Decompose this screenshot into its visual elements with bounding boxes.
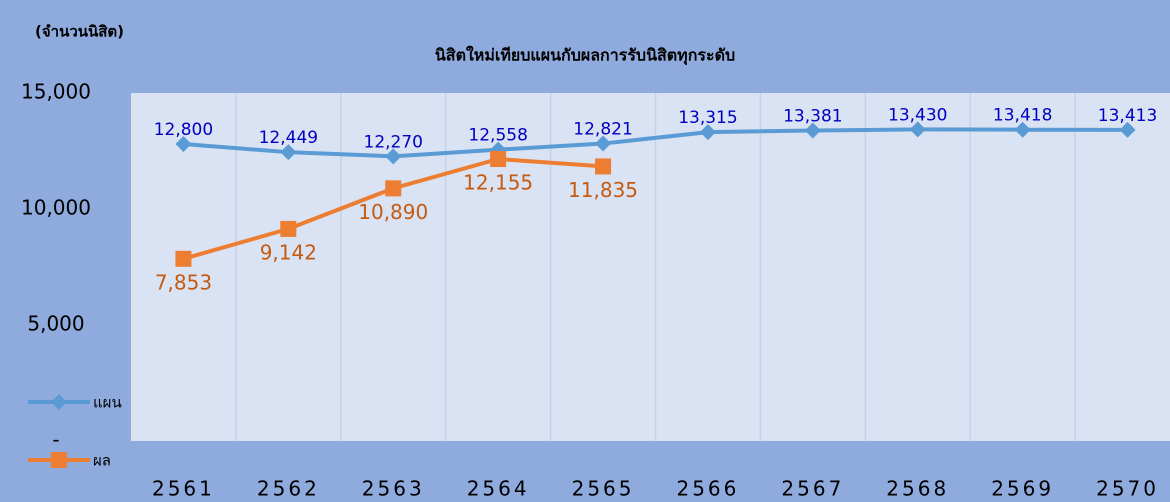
data-label: 7,853: [155, 270, 212, 294]
data-label: 10,890: [358, 200, 428, 224]
x-tick-label: 2568: [886, 477, 949, 501]
marker: [280, 144, 297, 161]
y-tick-label: -: [52, 428, 59, 452]
data-label: 13,413: [1098, 106, 1157, 126]
y-tick-label: 15,000: [21, 80, 91, 104]
data-label: 12,558: [468, 126, 527, 146]
data-label: 13,315: [678, 108, 737, 128]
x-tick-label: 2570: [1096, 477, 1159, 501]
marker: [385, 148, 402, 165]
data-label: 12,155: [463, 171, 533, 195]
data-label: 13,381: [783, 107, 842, 127]
marker: [1014, 121, 1031, 138]
data-label: 12,449: [259, 128, 318, 148]
data-label: 13,430: [888, 105, 947, 125]
x-tick-label: 2569: [991, 477, 1054, 501]
data-label: 13,418: [993, 106, 1052, 126]
marker: [490, 151, 507, 168]
line: [183, 127, 1128, 159]
data-label: 9,142: [260, 240, 317, 264]
x-tick-label: 2562: [257, 477, 320, 501]
data-label: 12,800: [154, 120, 213, 140]
x-tick-label: 2566: [676, 477, 739, 501]
data-label: 12,821: [573, 120, 632, 140]
x-tick-label: 2563: [362, 477, 425, 501]
legend-marker: [51, 394, 67, 410]
y-axis-label: (จำนวนนิสิต): [35, 23, 124, 41]
y-tick-label: 10,000: [21, 196, 91, 220]
x-tick-label: 2564: [467, 477, 530, 501]
marker: [1119, 121, 1136, 138]
x-tick-label: 2561: [152, 477, 215, 501]
marker: [804, 122, 821, 139]
legend-marker: [51, 452, 67, 468]
marker: [595, 158, 612, 175]
chart-title: นิสิตใหม่เทียบแผนกับผลการรับนิสิตทุกระดั…: [435, 46, 735, 66]
data-label: 12,270: [364, 132, 423, 152]
x-tick-label: 2567: [781, 477, 844, 501]
marker: [175, 250, 192, 267]
x-tick-label: 2565: [572, 477, 635, 501]
legend-label: แผน: [93, 394, 122, 412]
data-label: 11,835: [568, 178, 638, 202]
marker: [699, 124, 716, 141]
y-tick-label: 5,000: [27, 312, 84, 336]
marker: [595, 135, 612, 152]
marker: [280, 220, 297, 237]
marker: [175, 136, 192, 153]
marker: [909, 121, 926, 138]
marker: [385, 180, 402, 197]
legend-label: ผล: [93, 452, 111, 470]
